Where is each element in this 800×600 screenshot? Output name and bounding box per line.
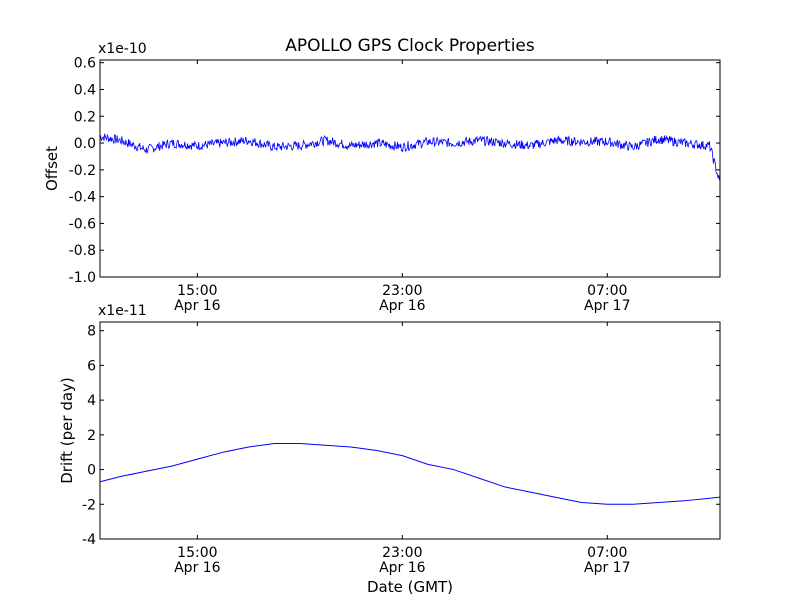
offset-x-tick-time: 15:00	[177, 283, 217, 299]
offset-y-tick-label: 0.6	[74, 56, 96, 72]
offset-x-tick-time: 07:00	[587, 283, 627, 299]
offset-x-tick-date: Apr 17	[584, 298, 630, 314]
drift-x-tick-date: Apr 17	[584, 560, 630, 576]
chart-title: APOLLO GPS Clock Properties	[285, 36, 535, 56]
offset-y-tick-label: 0.4	[74, 82, 96, 98]
offset-y-multiplier: x1e-10	[98, 41, 147, 57]
drift-axes-frame	[99, 321, 721, 540]
offset-axes-frame	[99, 59, 721, 278]
offset-x-tick-date: Apr 16	[379, 298, 426, 314]
offset-y-tick-label: -0.2	[69, 163, 96, 179]
drift-y-tick-label: 8	[87, 324, 96, 340]
offset-y-tick-label: 0.2	[74, 109, 96, 125]
drift-x-tick-time: 07:00	[587, 545, 627, 561]
offset-y-tick-label: 0.0	[74, 136, 96, 152]
offset-y-tick-label: -0.8	[69, 243, 96, 259]
drift-y-tick-label: -2	[82, 497, 96, 513]
offset-x-tick-date: Apr 16	[174, 298, 221, 314]
drift-x-tick-date: Apr 16	[379, 560, 426, 576]
offset-y-tick-label: -0.6	[69, 216, 96, 232]
offset-y-tick-label: -1.0	[69, 270, 96, 286]
drift-x-tick-time: 15:00	[177, 545, 217, 561]
offset-x-tick-time: 23:00	[382, 283, 422, 299]
drift-series-line	[100, 443, 720, 505]
offset-y-tick-label: -0.4	[69, 190, 96, 206]
drift-y-axis-label: Drift (per day)	[58, 377, 76, 484]
drift-x-tick-date: Apr 16	[174, 560, 221, 576]
offset-y-axis-label: Offset	[43, 146, 61, 191]
drift-y-tick-label: 4	[87, 393, 96, 409]
drift-y-tick-label: -4	[82, 532, 96, 548]
offset-series-line	[100, 133, 720, 184]
drift-y-multiplier: x1e-11	[98, 303, 147, 319]
drift-y-tick-label: 0	[87, 463, 96, 479]
drift-y-tick-label: 2	[87, 428, 96, 444]
drift-y-tick-label: 6	[87, 358, 96, 374]
x-axis-label: Date (GMT)	[367, 578, 453, 596]
offset-panel: 0.60.40.20.0-0.2-0.4-0.6-0.8-1.015:00Apr…	[43, 41, 721, 314]
drift-x-tick-time: 23:00	[382, 545, 422, 561]
